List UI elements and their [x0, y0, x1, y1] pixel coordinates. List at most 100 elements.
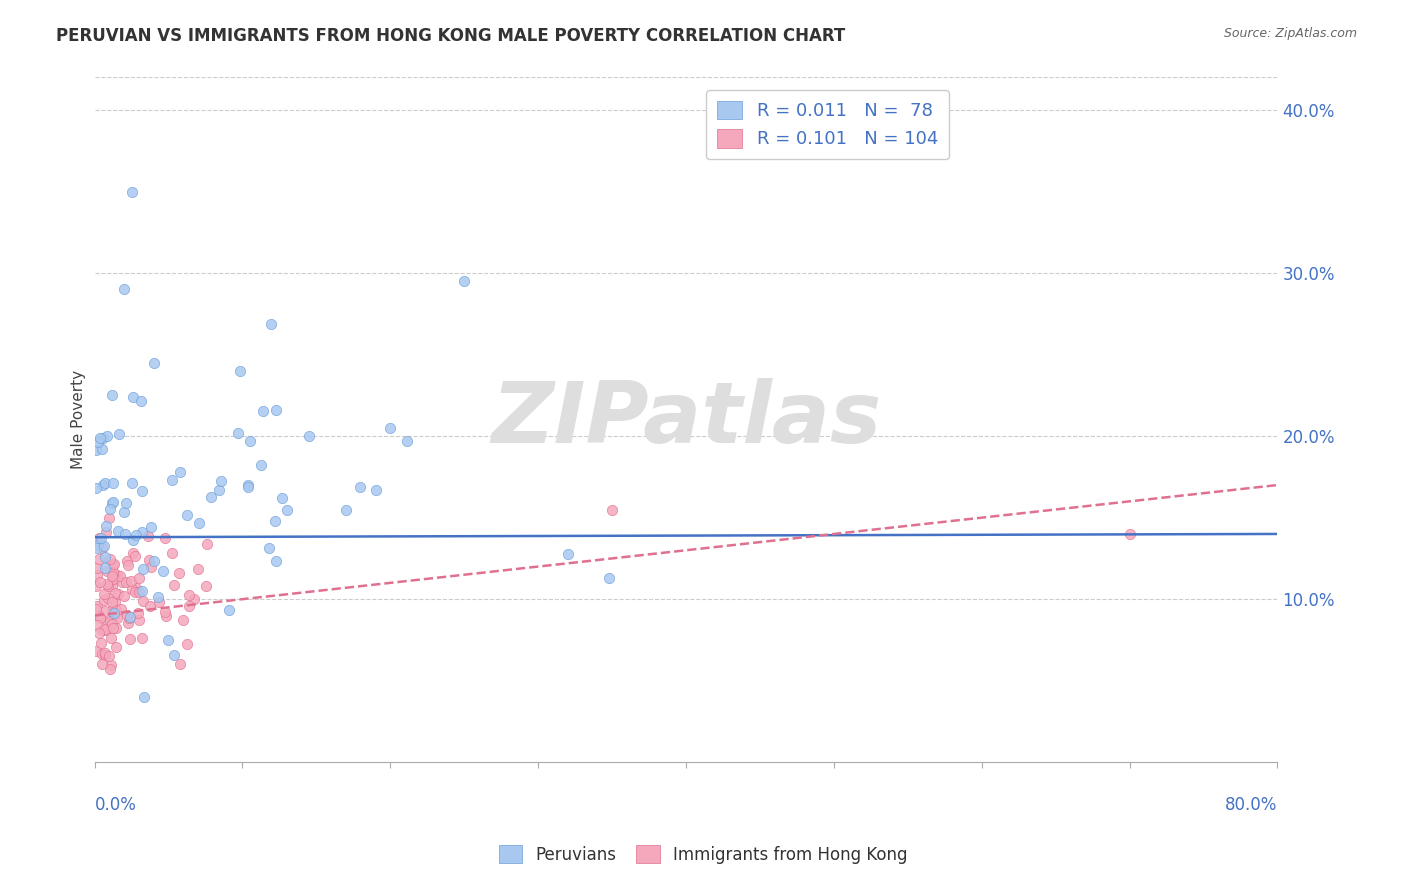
Point [160, 473, 183, 487]
Point [453, 274, 475, 288]
Point [93, 478, 115, 492]
Point [105, 611, 128, 625]
Text: 80.0%: 80.0% [1225, 797, 1278, 814]
Point [112, 505, 135, 519]
Point [103, 495, 125, 509]
Point [138, 529, 160, 543]
Y-axis label: Male Poverty: Male Poverty [72, 370, 86, 469]
Point [349, 480, 371, 494]
Point [142, 356, 165, 370]
Point [252, 403, 274, 417]
Point [112, 589, 135, 603]
Point [163, 578, 186, 592]
Point [97, 591, 120, 606]
Point [163, 648, 186, 663]
Point [105, 621, 128, 635]
Point [89, 552, 111, 566]
Point [187, 562, 209, 576]
Point [86, 599, 108, 614]
Point [197, 537, 219, 551]
Point [108, 426, 131, 441]
Point [335, 502, 357, 516]
Point [169, 566, 191, 581]
Point [93, 604, 115, 618]
Point [124, 527, 146, 541]
Text: Source: ZipAtlas.com: Source: ZipAtlas.com [1223, 27, 1357, 40]
Point [117, 558, 139, 572]
Point [264, 514, 287, 528]
Point [121, 476, 143, 491]
Point [177, 588, 200, 602]
Point [104, 573, 127, 587]
Point [103, 607, 125, 622]
Point [179, 599, 201, 613]
Point [117, 616, 139, 631]
Point [86, 541, 108, 555]
Point [105, 602, 128, 616]
Point [107, 586, 129, 600]
Point [226, 426, 249, 441]
Point [117, 610, 139, 624]
Point [366, 483, 388, 497]
Point [259, 318, 281, 332]
Point [86, 481, 108, 495]
Point [117, 554, 139, 568]
Point [112, 282, 135, 296]
Point [93, 592, 115, 607]
Point [100, 603, 122, 617]
Point [270, 491, 292, 505]
Point [91, 647, 114, 661]
Point [103, 557, 125, 571]
Point [97, 579, 120, 593]
Point [94, 549, 117, 564]
Point [98, 502, 121, 516]
Point [94, 561, 117, 575]
Point [121, 546, 143, 560]
Point [84, 579, 107, 593]
Point [115, 496, 138, 510]
Point [104, 595, 127, 609]
Point [176, 508, 198, 522]
Point [87, 531, 110, 545]
Point [139, 559, 162, 574]
Point [121, 185, 143, 199]
Point [97, 615, 120, 630]
Point [89, 611, 111, 625]
Point [96, 564, 118, 578]
Point [101, 622, 124, 636]
Point [96, 525, 118, 540]
Point [236, 480, 259, 494]
Point [100, 552, 122, 566]
Point [138, 553, 160, 567]
Point [103, 585, 125, 599]
Point [148, 591, 170, 605]
Point [101, 565, 124, 579]
Point [131, 631, 153, 645]
Point [121, 533, 143, 548]
Point [93, 539, 115, 553]
Point [127, 606, 149, 620]
Point [157, 632, 180, 647]
Point [114, 526, 136, 541]
Point [101, 558, 124, 572]
Point [96, 429, 118, 443]
Point [86, 538, 108, 552]
Point [264, 554, 287, 568]
Point [87, 435, 110, 450]
Point [298, 429, 321, 443]
Point [90, 623, 112, 637]
Point [90, 636, 112, 650]
Point [103, 607, 125, 621]
Point [218, 603, 240, 617]
Point [128, 571, 150, 585]
Point [103, 572, 125, 586]
Point [124, 584, 146, 599]
Point [600, 502, 623, 516]
Point [239, 434, 262, 449]
Point [103, 567, 125, 582]
Text: PERUVIAN VS IMMIGRANTS FROM HONG KONG MALE POVERTY CORRELATION CHART: PERUVIAN VS IMMIGRANTS FROM HONG KONG MA… [56, 27, 845, 45]
Point [87, 608, 110, 623]
Point [1118, 527, 1140, 541]
Point [139, 519, 162, 533]
Point [155, 609, 177, 624]
